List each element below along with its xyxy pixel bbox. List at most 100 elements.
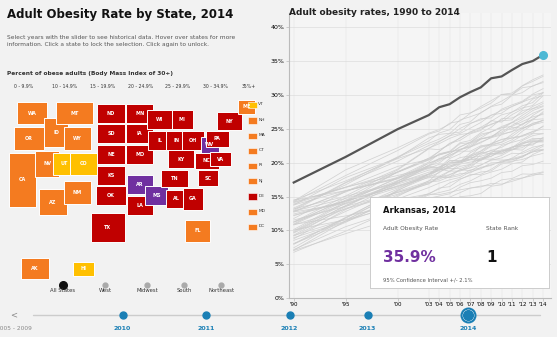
Text: LA: LA	[136, 203, 143, 208]
Bar	[248, 178, 257, 184]
Text: NY: NY	[226, 119, 233, 124]
Bar	[97, 124, 125, 143]
Text: MA: MA	[258, 133, 265, 137]
Bar	[97, 145, 125, 164]
Bar	[217, 113, 242, 130]
Bar	[172, 110, 193, 129]
Text: Northeast: Northeast	[208, 288, 234, 293]
Text: ND: ND	[107, 111, 115, 116]
Bar	[248, 224, 257, 230]
Bar	[63, 181, 91, 204]
Text: South: South	[177, 288, 192, 293]
Text: IN: IN	[173, 138, 179, 143]
Text: 10 - 14.9%: 10 - 14.9%	[52, 84, 77, 89]
Bar	[161, 170, 188, 187]
Bar	[167, 131, 186, 150]
Bar	[182, 131, 204, 150]
Bar	[248, 163, 257, 169]
Text: AZ: AZ	[50, 200, 57, 205]
Text: All States: All States	[50, 288, 75, 293]
Bar	[145, 186, 168, 205]
Text: 2005 - 2009: 2005 - 2009	[0, 326, 32, 331]
Text: IA: IA	[137, 131, 143, 136]
Text: MD: MD	[258, 209, 265, 213]
Bar	[168, 151, 194, 168]
Text: 15 - 19.9%: 15 - 19.9%	[90, 84, 115, 89]
Bar	[63, 127, 91, 150]
Bar	[248, 193, 257, 200]
Text: WV: WV	[205, 143, 214, 148]
Bar	[183, 188, 203, 210]
Bar	[17, 102, 47, 124]
Text: NE: NE	[107, 152, 115, 157]
Text: WI: WI	[156, 117, 163, 122]
Text: MS: MS	[152, 193, 161, 198]
Text: ID: ID	[53, 130, 59, 135]
Bar	[126, 124, 154, 143]
Text: OH: OH	[189, 138, 197, 143]
Text: MT: MT	[70, 111, 79, 116]
Text: VA: VA	[217, 157, 224, 162]
Text: OK: OK	[107, 193, 115, 198]
Bar	[40, 189, 67, 215]
Text: 0 - 9.9%: 0 - 9.9%	[14, 84, 33, 89]
Bar	[238, 100, 255, 114]
Text: Midwest: Midwest	[136, 288, 158, 293]
Bar	[96, 186, 126, 205]
Bar	[248, 209, 257, 215]
Bar	[53, 153, 75, 175]
Text: WY: WY	[73, 136, 82, 141]
Text: NJ: NJ	[258, 179, 263, 183]
Bar	[127, 175, 153, 194]
Text: 2014: 2014	[459, 326, 477, 331]
Bar	[248, 117, 257, 124]
Bar	[206, 131, 229, 147]
Bar	[210, 152, 231, 166]
Bar	[56, 102, 92, 124]
Text: NM: NM	[73, 190, 82, 195]
Text: Adult Obesity Rate: Adult Obesity Rate	[383, 226, 438, 231]
Text: West: West	[99, 288, 111, 293]
Text: HI: HI	[81, 266, 86, 271]
Bar	[91, 213, 125, 242]
Bar	[73, 262, 94, 276]
Text: 1: 1	[486, 250, 497, 265]
Text: TX: TX	[104, 225, 111, 230]
Text: KY: KY	[177, 157, 184, 162]
Bar	[248, 132, 257, 139]
Text: TN: TN	[171, 176, 179, 181]
Bar	[167, 190, 186, 208]
Bar	[21, 258, 48, 279]
Text: Adult obesity rates, 1990 to 2014: Adult obesity rates, 1990 to 2014	[289, 8, 460, 18]
Bar	[13, 127, 44, 150]
Text: VT: VT	[258, 102, 264, 106]
Text: CO: CO	[80, 161, 87, 166]
Text: 2013: 2013	[359, 326, 377, 331]
Text: MI: MI	[179, 117, 186, 122]
Text: PA: PA	[214, 136, 221, 141]
Text: AL: AL	[173, 196, 180, 202]
Text: Percent of obese adults (Body Mass Index of 30+): Percent of obese adults (Body Mass Index…	[7, 71, 173, 76]
Bar	[248, 148, 257, 154]
Text: ME: ME	[242, 104, 251, 110]
Bar	[97, 165, 125, 185]
Bar	[148, 131, 171, 150]
Text: NV: NV	[43, 161, 51, 166]
Bar	[97, 104, 125, 123]
Text: CA: CA	[19, 177, 26, 182]
Bar	[35, 151, 59, 177]
Text: <: <	[11, 311, 17, 319]
Text: GA: GA	[189, 196, 197, 202]
Text: 30 - 34.9%: 30 - 34.9%	[203, 84, 228, 89]
Text: OR: OR	[25, 136, 33, 141]
Text: IL: IL	[157, 138, 162, 143]
Bar	[44, 118, 69, 147]
Text: DC: DC	[258, 224, 265, 228]
Text: MN: MN	[135, 111, 144, 116]
Text: NH: NH	[258, 118, 265, 122]
Text: Arkansas, 2014: Arkansas, 2014	[383, 206, 456, 215]
Text: KS: KS	[108, 173, 115, 178]
Bar	[126, 145, 154, 164]
Text: DE: DE	[258, 194, 265, 198]
Bar	[248, 102, 257, 108]
